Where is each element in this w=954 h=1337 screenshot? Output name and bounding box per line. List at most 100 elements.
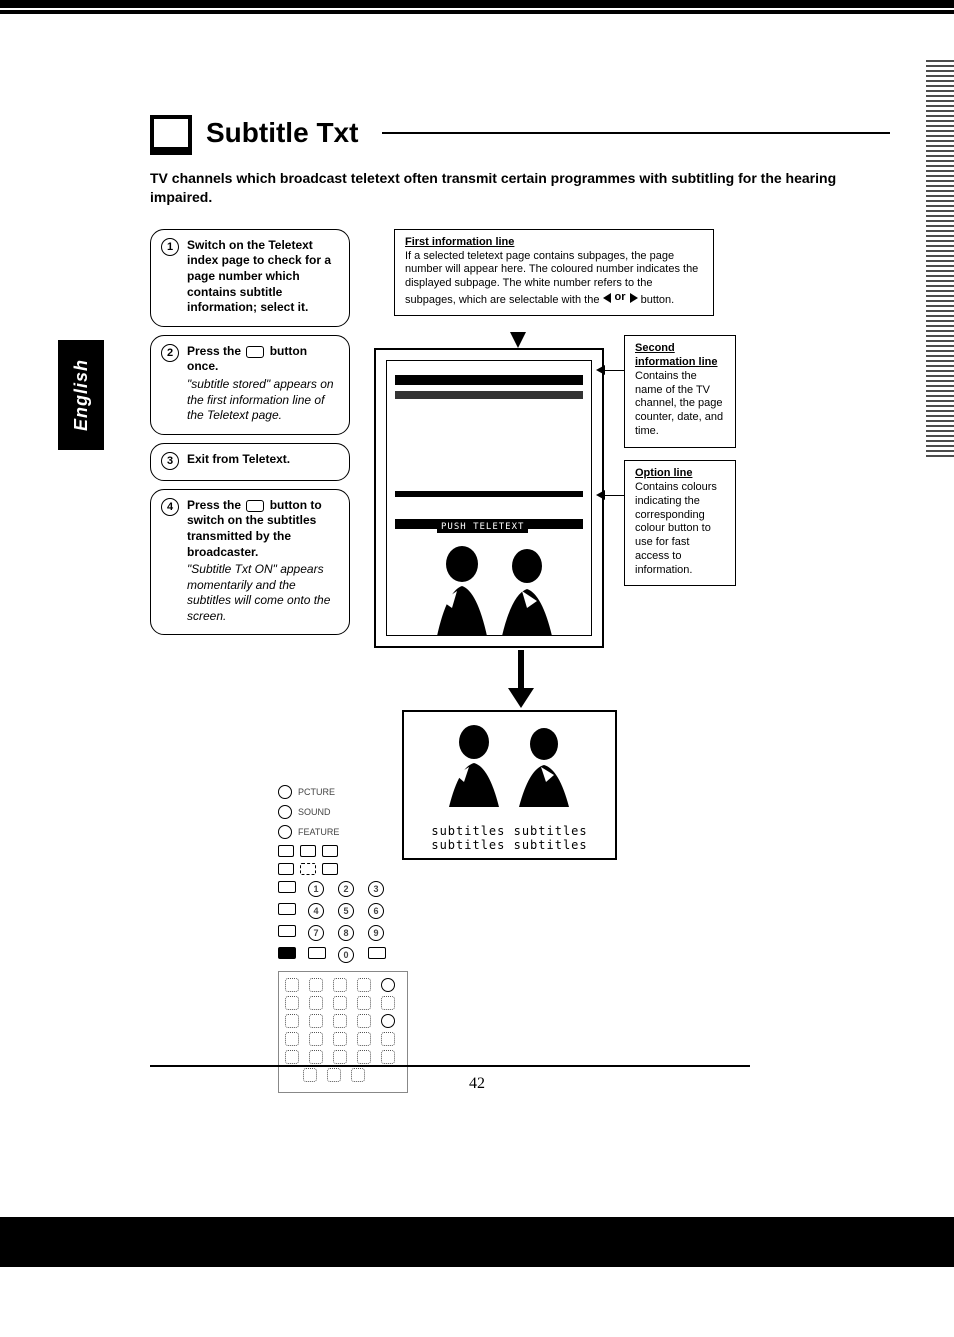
connector-arrow-icon xyxy=(596,365,605,375)
subtitle-button-icon xyxy=(246,346,264,358)
connector-arrow-icon xyxy=(596,490,605,500)
step-text: Switch on the Teletext index page to che… xyxy=(187,238,339,316)
tv-inner: PUSH TELETEXT xyxy=(386,360,592,636)
remote-button xyxy=(381,1050,395,1064)
connector-line xyxy=(604,370,624,371)
remote-button xyxy=(322,863,338,875)
scan-artifact-top xyxy=(0,0,954,20)
remote-button xyxy=(278,863,294,875)
step-text: Press the button to switch on the subtit… xyxy=(187,498,339,625)
remote-button xyxy=(322,845,338,857)
remote-button xyxy=(278,805,292,819)
remote-button xyxy=(285,1050,299,1064)
option-info-box: Option line Contains colours indicating … xyxy=(624,460,736,586)
info-tail: button. xyxy=(641,294,675,306)
scan-artifact-right xyxy=(926,60,954,460)
remote-button xyxy=(309,996,323,1010)
remote-button xyxy=(300,845,316,857)
remote-button xyxy=(333,996,347,1010)
step-box-2: 2 Press the button once. "subtitle store… xyxy=(150,335,350,435)
remote-button xyxy=(309,1032,323,1046)
step-box-4: 4 Press the button to switch on the subt… xyxy=(150,489,350,636)
step-italic: "subtitle stored" appears on the first i… xyxy=(187,377,339,424)
right-arrow-icon xyxy=(630,293,638,303)
step-box-3: 3 Exit from Teletext. xyxy=(150,443,350,481)
arrow-buttons: or xyxy=(603,291,638,305)
remote-num: 9 xyxy=(368,925,384,941)
step-number: 3 xyxy=(161,452,179,470)
step-text-before: Press the xyxy=(187,344,241,358)
remote-button xyxy=(357,996,371,1010)
subtitle-line: subtitles subtitles xyxy=(404,838,615,852)
remote-button xyxy=(285,1032,299,1046)
remote-num: 8 xyxy=(338,925,354,941)
remote-label: SOUND xyxy=(298,807,331,817)
tv-screen-teletext: PUSH TELETEXT xyxy=(374,348,604,648)
remote-button xyxy=(278,845,294,857)
footer-rule xyxy=(150,1065,750,1067)
remote-button xyxy=(381,1032,395,1046)
step-number: 4 xyxy=(161,498,179,516)
steps-column: 1 Switch on the Teletext index page to c… xyxy=(150,229,350,644)
remote-button xyxy=(278,947,296,959)
remote-button xyxy=(381,978,395,992)
diagram-area: PUSH TELETEXT xyxy=(374,330,874,970)
columns: 1 Switch on the Teletext index page to c… xyxy=(150,229,890,971)
remote-button xyxy=(357,1014,371,1028)
subtitle-button-icon xyxy=(246,500,264,512)
remote-num: 4 xyxy=(308,903,324,919)
subtitle-overlay: subtitles subtitles subtitles subtitles xyxy=(404,824,615,853)
info-body: Contains colours indicating the correspo… xyxy=(635,481,717,576)
remote-num: 7 xyxy=(308,925,324,941)
remote-control-illustration: PCTURE SOUND FEATURE 1 2 3 4 5 6 7 8 9 0 xyxy=(278,785,408,1093)
step-text-before: Press the xyxy=(187,498,241,512)
remote-button xyxy=(309,1050,323,1064)
title-rule xyxy=(382,132,890,134)
scan-artifact-bottom xyxy=(0,1217,954,1267)
step-number: 1 xyxy=(161,238,179,256)
teletext-bar xyxy=(395,391,583,399)
remote-button xyxy=(278,825,292,839)
remote-num: 2 xyxy=(338,881,354,897)
teletext-overlay-label: PUSH TELETEXT xyxy=(437,521,528,533)
language-tab: English xyxy=(58,340,104,450)
remote-num: 5 xyxy=(338,903,354,919)
step-italic: "Subtitle Txt ON" appears momentarily an… xyxy=(187,562,339,624)
remote-button xyxy=(278,925,296,937)
content-area: Subtitle Txt TV channels which broadcast… xyxy=(150,115,890,970)
teletext-bar xyxy=(395,375,583,385)
remote-button xyxy=(309,978,323,992)
step-number: 2 xyxy=(161,344,179,362)
people-illustration xyxy=(407,536,587,636)
teletext-bar xyxy=(395,491,583,497)
remote-button xyxy=(381,1014,395,1028)
tv-icon xyxy=(150,115,192,151)
remote-num: 1 xyxy=(308,881,324,897)
remote-label: PCTURE xyxy=(298,787,335,797)
remote-numpad: 1 2 3 4 5 6 7 8 9 0 xyxy=(278,881,408,963)
connector-line xyxy=(604,495,624,496)
remote-button xyxy=(300,863,316,875)
remote-button xyxy=(278,785,292,799)
step-text: Exit from Teletext. xyxy=(187,452,339,470)
people-illustration xyxy=(414,717,609,807)
info-heading: Second information line xyxy=(635,342,718,368)
remote-button xyxy=(357,1050,371,1064)
language-label: English xyxy=(71,359,92,431)
diagram-column: First information line If a selected tel… xyxy=(374,229,874,971)
subtitle-line: subtitles subtitles xyxy=(404,824,615,838)
down-arrow-icon xyxy=(508,688,534,708)
step-text: Press the button once. "subtitle stored"… xyxy=(187,344,339,424)
second-info-box: Second information line Contains the nam… xyxy=(624,335,736,447)
remote-button xyxy=(381,996,395,1010)
info-body: Contains the name of the TV channel, the… xyxy=(635,370,723,437)
intro-text: TV channels which broadcast teletext oft… xyxy=(150,169,840,207)
remote-num: 6 xyxy=(368,903,384,919)
page: English Subtitle Txt TV channels which b… xyxy=(0,0,954,1337)
first-info-box: First information line If a selected tel… xyxy=(394,229,714,317)
tv-screen-result: subtitles subtitles subtitles subtitles xyxy=(402,710,617,860)
remote-button xyxy=(333,1032,347,1046)
remote-button xyxy=(285,996,299,1010)
title-row: Subtitle Txt xyxy=(150,115,890,151)
info-heading: First information line xyxy=(405,236,514,248)
